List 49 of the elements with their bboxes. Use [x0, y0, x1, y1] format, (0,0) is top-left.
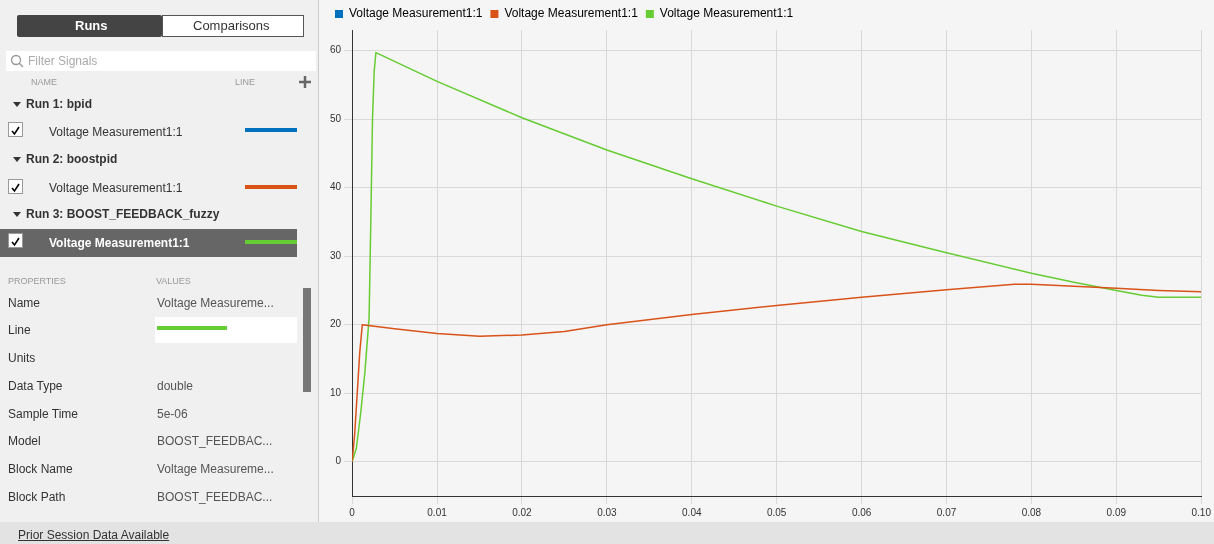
text: Voltage Measureme...	[157, 295, 274, 311]
text: Voltage Measurement1:1	[49, 235, 190, 251]
text: Voltage Measurement1:1	[49, 124, 183, 140]
y-tick-label: 50	[330, 112, 342, 124]
text: double	[157, 378, 194, 394]
text: Run 3: BOOST_FEEDBACK_fuzzy	[26, 206, 220, 222]
text: Voltage Measureme...	[157, 461, 274, 477]
x-tick-label: 0	[349, 506, 356, 518]
text: Sample Time	[8, 406, 79, 422]
text: Run 2: boostpid	[26, 151, 118, 167]
text: Data Type	[8, 378, 63, 394]
text: LINE	[235, 76, 256, 89]
text: Filter Signals	[28, 53, 98, 69]
text: Block Path	[8, 489, 66, 505]
text: Line	[8, 322, 31, 338]
legend-label: Voltage Measurement1:1	[659, 6, 794, 21]
x-tick-label: 0.10	[1191, 506, 1212, 518]
x-tick-label: 0.01	[427, 506, 448, 518]
text: Block Name	[8, 461, 73, 477]
y-tick-label: 10	[330, 386, 342, 398]
x-tick-label: 0.05	[766, 506, 787, 518]
x-tick-label: 0.07	[936, 506, 957, 518]
text: 5e-06	[157, 406, 188, 422]
y-tick-label: 0	[335, 455, 342, 467]
y-tick-label: 20	[330, 318, 342, 330]
text: VALUES	[156, 275, 191, 288]
y-tick-label: 60	[330, 44, 342, 56]
text: Voltage Measurement1:1	[49, 180, 183, 196]
text: Run 1: bpid	[26, 96, 92, 112]
legend-label: Voltage Measurement1:1	[504, 6, 639, 21]
text: BOOST_FEEDBAC...	[157, 433, 273, 449]
text: Name	[8, 295, 41, 311]
y-tick-label: 40	[330, 181, 342, 193]
x-tick-label: 0.04	[682, 506, 702, 518]
text: Runs	[75, 18, 108, 34]
text: Units	[8, 350, 36, 366]
x-tick-label: 0.09	[1106, 506, 1127, 518]
text: NAME	[31, 76, 58, 89]
x-tick-label: 0.08	[1021, 506, 1042, 518]
text: Comparisons	[193, 18, 270, 34]
y-tick-label: 30	[330, 249, 342, 261]
text: Prior Session Data Available	[18, 527, 170, 543]
x-tick-label: 0.03	[597, 506, 618, 518]
x-tick-label: 0.02	[512, 506, 533, 518]
text: BOOST_FEEDBAC...	[157, 489, 273, 505]
x-tick-label: 0.06	[851, 506, 872, 518]
text: Model	[8, 433, 41, 449]
text: PROPERTIES	[8, 275, 66, 288]
legend-label: Voltage Measurement1:1	[349, 6, 483, 21]
